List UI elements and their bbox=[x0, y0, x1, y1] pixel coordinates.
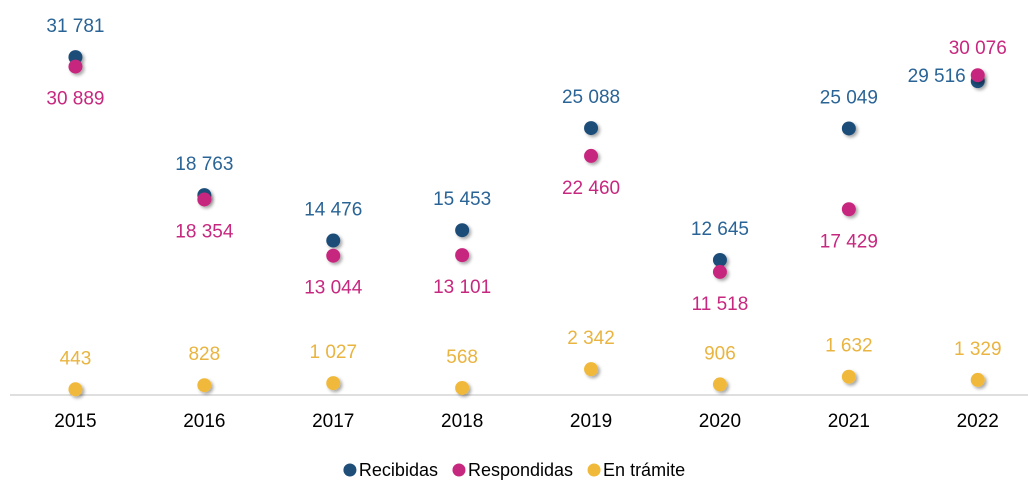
dot bbox=[712, 252, 727, 267]
dot bbox=[712, 377, 727, 392]
x-tick-label: 2017 bbox=[312, 411, 354, 432]
dot bbox=[197, 192, 212, 207]
data-label: 18 354 bbox=[175, 221, 234, 242]
legend-label: Respondidas bbox=[468, 460, 573, 480]
data-label: 12 645 bbox=[691, 219, 749, 240]
data-label: 22 460 bbox=[562, 178, 620, 199]
dot bbox=[970, 68, 985, 83]
dot bbox=[326, 233, 341, 248]
data-label: 1 027 bbox=[309, 342, 357, 363]
data-label: 30 076 bbox=[949, 38, 1007, 59]
legend-label: En trámite bbox=[603, 460, 685, 480]
x-tick-label: 2021 bbox=[828, 411, 870, 432]
data-label: 13 044 bbox=[304, 278, 363, 299]
data-label: 13 101 bbox=[433, 277, 491, 298]
x-tick-label: 2019 bbox=[570, 411, 612, 432]
data-label: 25 088 bbox=[562, 87, 620, 108]
data-label: 30 889 bbox=[46, 89, 104, 110]
dot bbox=[712, 264, 727, 279]
data-label: 1 632 bbox=[825, 336, 873, 357]
x-tick-label: 2018 bbox=[441, 411, 483, 432]
dot bbox=[197, 378, 212, 393]
data-label: 14 476 bbox=[304, 200, 362, 221]
dot bbox=[970, 372, 985, 387]
data-label: 31 781 bbox=[46, 16, 104, 37]
data-label: 18 763 bbox=[175, 154, 233, 175]
data-label: 29 516 bbox=[908, 66, 966, 87]
data-label: 17 429 bbox=[820, 231, 878, 252]
x-tick-label: 2016 bbox=[183, 411, 225, 432]
dot bbox=[455, 248, 470, 263]
data-label: 568 bbox=[446, 347, 478, 368]
dot bbox=[584, 148, 599, 163]
data-label: 25 049 bbox=[820, 87, 878, 108]
data-label: 11 518 bbox=[692, 294, 749, 315]
data-label: 906 bbox=[704, 343, 736, 364]
legend-marker bbox=[343, 463, 357, 477]
data-label: 15 453 bbox=[433, 189, 491, 210]
dot bbox=[68, 382, 83, 397]
dot bbox=[584, 362, 599, 377]
data-label: 1 329 bbox=[954, 339, 1002, 360]
dot bbox=[841, 202, 856, 217]
data-label: 2 342 bbox=[567, 328, 615, 349]
x-tick-label: 2020 bbox=[699, 411, 741, 432]
dot bbox=[584, 121, 599, 136]
dot bbox=[841, 121, 856, 136]
x-tick-label: 2015 bbox=[54, 411, 96, 432]
dot bbox=[455, 380, 470, 395]
dot bbox=[326, 376, 341, 391]
legend-marker bbox=[587, 463, 601, 477]
data-label: 443 bbox=[60, 348, 92, 369]
dot bbox=[455, 223, 470, 238]
dot bbox=[841, 369, 856, 384]
dot bbox=[326, 248, 341, 263]
x-tick-label: 2022 bbox=[957, 411, 999, 432]
legend-label: Recibidas bbox=[359, 460, 438, 480]
data-label: 828 bbox=[188, 344, 220, 365]
legend-marker bbox=[452, 463, 466, 477]
dot bbox=[68, 59, 83, 74]
